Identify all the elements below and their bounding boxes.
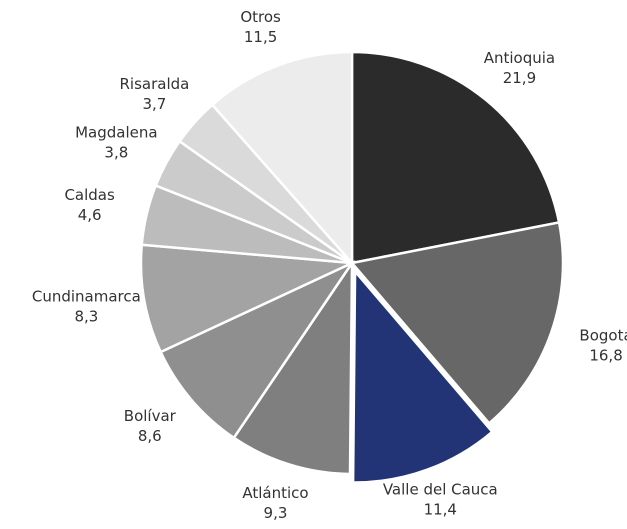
slice-label: Bolívar xyxy=(124,407,177,425)
slice-label: Atlántico xyxy=(242,484,308,502)
slice-value: 9,3 xyxy=(264,504,288,522)
slice-value: 11,4 xyxy=(424,500,457,518)
slice-value: 3,8 xyxy=(104,144,128,162)
slice-label: Valle del Cauca xyxy=(383,480,498,498)
slice-value: 16,8 xyxy=(589,346,622,364)
slice-value: 4,6 xyxy=(78,206,102,224)
pie-slice xyxy=(349,220,565,426)
slice-value: 8,6 xyxy=(138,427,162,445)
slice-value: 8,3 xyxy=(74,307,98,325)
slice-value: 21,9 xyxy=(503,69,536,87)
pie-slice xyxy=(139,243,357,354)
pie-slice xyxy=(159,259,356,440)
slice-value: 3,7 xyxy=(143,95,167,113)
slice-label: Antioquia xyxy=(484,49,555,67)
slice-label: Otros xyxy=(240,8,281,26)
slice-value: 11,5 xyxy=(244,28,277,46)
pie-slice xyxy=(232,258,354,476)
slice-label: Magdalena xyxy=(75,124,157,142)
slice-label: Caldas xyxy=(64,186,115,204)
pie-slice xyxy=(350,50,561,265)
pie-slice xyxy=(351,268,494,484)
slice-label: Bogotá xyxy=(579,326,627,344)
slice-label: Cundinamarca xyxy=(32,287,141,305)
pie-slice xyxy=(210,50,354,267)
slice-label: Risaralda xyxy=(120,75,190,93)
